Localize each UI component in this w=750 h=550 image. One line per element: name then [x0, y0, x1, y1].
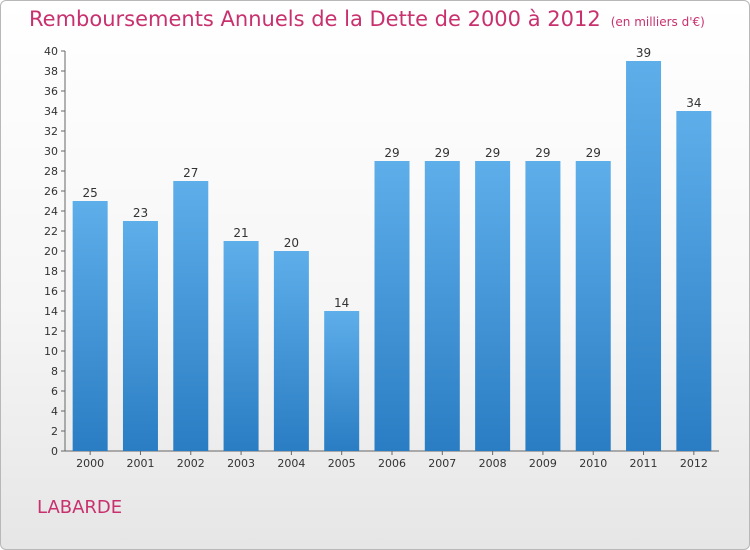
data-label: 23: [133, 206, 148, 220]
data-label: 29: [384, 146, 399, 160]
x-tick-label: 2005: [328, 457, 356, 470]
y-tick-label: 18: [44, 265, 58, 278]
x-tick-label: 2000: [76, 457, 104, 470]
x-tick-label: 2007: [428, 457, 456, 470]
y-tick-label: 32: [44, 125, 58, 138]
bar: [173, 181, 209, 451]
data-label: 29: [485, 146, 500, 160]
y-tick-label: 2: [51, 425, 58, 438]
x-tick-label: 2012: [680, 457, 708, 470]
bar: [626, 61, 662, 451]
y-tick-label: 14: [44, 305, 58, 318]
title-text: Remboursements Annuels de la Dette de 20…: [29, 7, 601, 31]
bar: [273, 251, 309, 451]
data-label: 14: [334, 296, 349, 310]
data-label: 25: [83, 186, 98, 200]
commune-name: LABARDE: [37, 497, 123, 518]
y-tick-label: 12: [44, 325, 58, 338]
data-label: 29: [586, 146, 601, 160]
bar: [324, 311, 360, 451]
y-tick-label: 34: [44, 105, 58, 118]
bar: [223, 241, 259, 451]
bar: [72, 201, 108, 451]
x-tick-label: 2006: [378, 457, 406, 470]
y-tick-label: 20: [44, 245, 58, 258]
bar: [374, 161, 410, 451]
bar: [575, 161, 611, 451]
y-tick-label: 30: [44, 145, 58, 158]
x-tick-label: 2009: [529, 457, 557, 470]
y-tick-label: 22: [44, 225, 58, 238]
x-tick-label: 2001: [126, 457, 154, 470]
data-label: 27: [183, 166, 198, 180]
x-tick-label: 2008: [479, 457, 507, 470]
data-label: 29: [435, 146, 450, 160]
x-tick-label: 2004: [277, 457, 305, 470]
y-tick-label: 40: [44, 45, 58, 58]
y-tick-label: 28: [44, 165, 58, 178]
x-tick-label: 2010: [579, 457, 607, 470]
data-label: 29: [535, 146, 550, 160]
bar: [122, 221, 158, 451]
unit-label: (en milliers d'€): [610, 15, 705, 29]
bar: [475, 161, 511, 451]
y-tick-label: 4: [51, 405, 58, 418]
x-tick-label: 2003: [227, 457, 255, 470]
data-label: 20: [284, 236, 299, 250]
y-tick-label: 8: [51, 365, 58, 378]
y-tick-label: 38: [44, 65, 58, 78]
y-tick-label: 6: [51, 385, 58, 398]
y-tick-label: 0: [51, 445, 58, 458]
chart-title: Remboursements Annuels de la Dette de 20…: [29, 7, 705, 31]
data-label: 21: [233, 226, 248, 240]
x-tick-label: 2002: [177, 457, 205, 470]
bar: [676, 111, 712, 451]
y-tick-label: 36: [44, 85, 58, 98]
bar: [424, 161, 460, 451]
x-tick-label: 2011: [630, 457, 658, 470]
y-tick-label: 26: [44, 185, 58, 198]
bar: [525, 161, 561, 451]
y-tick-label: 24: [44, 205, 58, 218]
y-tick-label: 16: [44, 285, 58, 298]
data-label: 34: [686, 96, 701, 110]
data-label: 39: [636, 46, 651, 60]
y-tick-label: 10: [44, 345, 58, 358]
